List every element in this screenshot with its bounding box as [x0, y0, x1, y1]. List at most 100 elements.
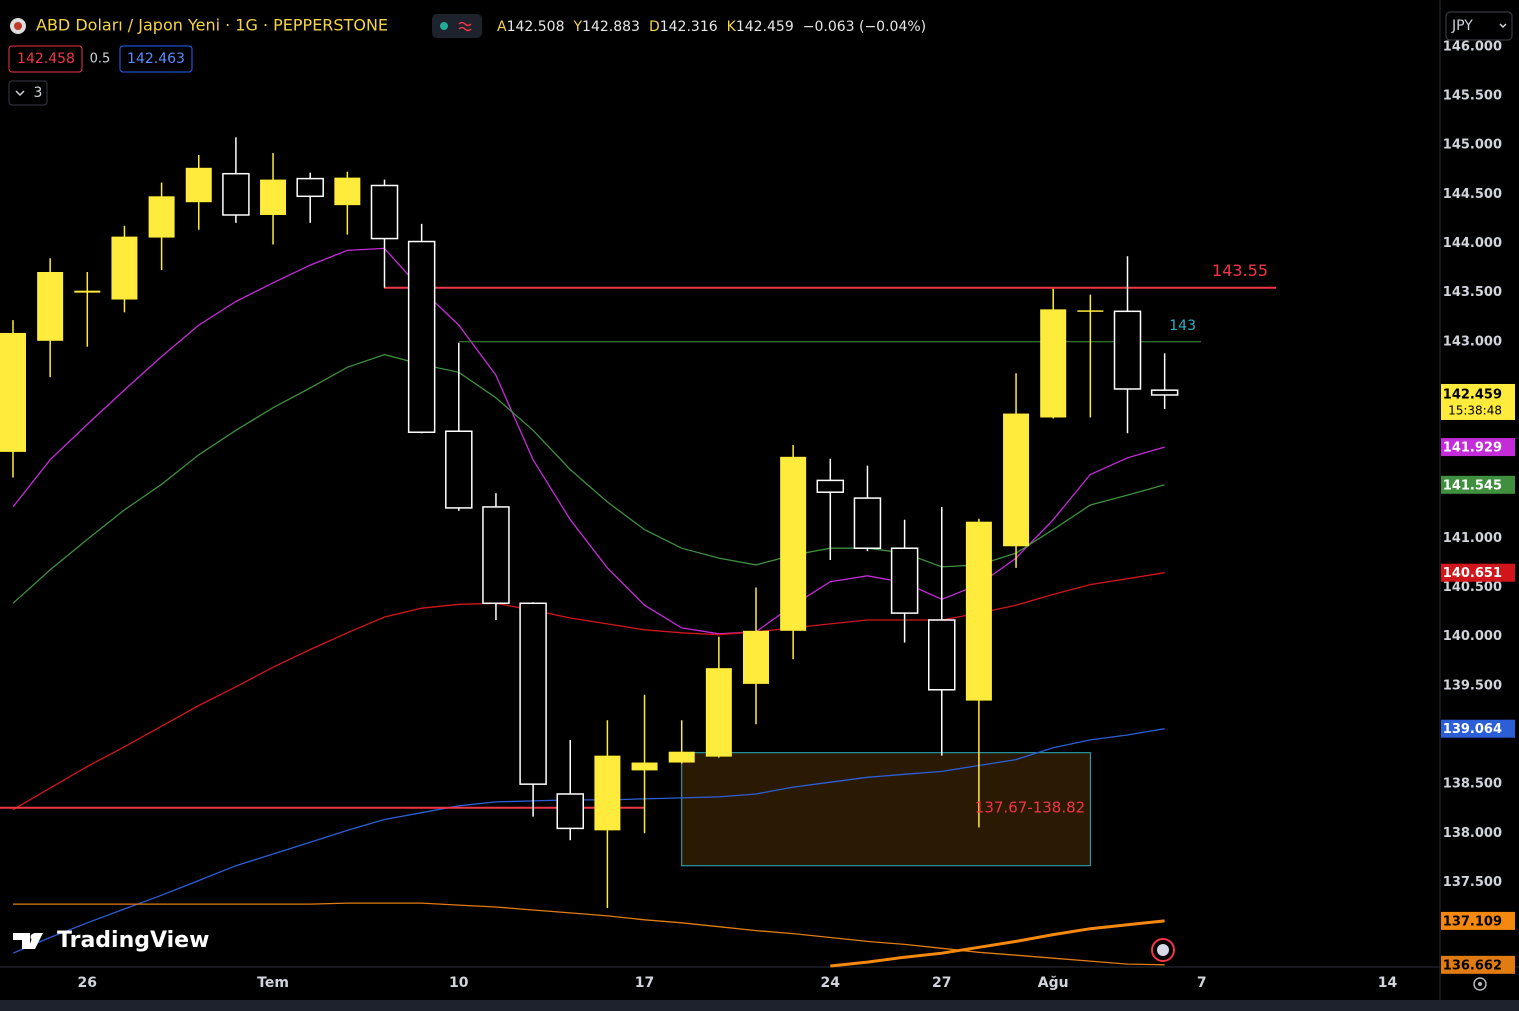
candle-body — [1040, 309, 1067, 418]
candle-body — [407, 240, 436, 433]
y-tick-label: 140.500 — [1443, 580, 1502, 595]
currency-selector[interactable] — [1445, 11, 1513, 41]
candle-body — [74, 290, 101, 293]
x-tick-label: 26 — [78, 975, 97, 991]
countdown-label: 15:38:48 — [1448, 403, 1502, 417]
moving-average — [12, 728, 1165, 954]
candle-body — [853, 497, 882, 549]
ohlc-value: 142.883 — [582, 19, 640, 35]
event-flag-inner — [1157, 944, 1169, 956]
sell-button[interactable] — [8, 45, 83, 73]
candle-body — [743, 630, 769, 684]
currency-chevron — [1499, 23, 1507, 29]
ohlc-label: K — [727, 19, 737, 35]
current-price-badge — [1441, 383, 1515, 420]
zone-box — [681, 752, 1091, 867]
price-badge-label: 139.064 — [1443, 722, 1502, 737]
y-tick-label: 144.500 — [1443, 187, 1502, 202]
candle-body — [222, 172, 250, 216]
symbol-title: ABD Doları / Japon Yeni · 1G · PEPPERSTO… — [36, 16, 388, 35]
buy-button[interactable] — [119, 45, 193, 73]
candle-body — [148, 196, 175, 238]
delay-icon — [458, 21, 472, 32]
moving-average — [830, 919, 1165, 968]
candle-body — [482, 506, 510, 605]
candle-body — [1113, 310, 1142, 390]
x-tick-label: 10 — [449, 975, 469, 991]
x-tick-label: 24 — [821, 975, 841, 991]
status-pill[interactable] — [432, 14, 482, 38]
price-badge — [1441, 719, 1515, 738]
y-tick-label: 146.000 — [1443, 39, 1502, 54]
y-tick-label: 139.500 — [1443, 678, 1502, 693]
candle-body — [1003, 413, 1030, 547]
y-tick-label: 145.500 — [1443, 89, 1502, 104]
ohlc-label: D — [649, 19, 660, 35]
candle-body — [260, 179, 287, 215]
candle-body — [668, 751, 695, 763]
price-badge — [1441, 911, 1515, 930]
candle-body — [556, 793, 584, 830]
price-badge-label: 140.651 — [1443, 566, 1502, 581]
current-price-label: 142.459 — [1443, 387, 1502, 402]
candle-body — [780, 456, 807, 631]
zone-label: 137.67-138.82 — [975, 799, 1085, 817]
y-tick-label: 138.000 — [1443, 826, 1502, 841]
y-tick-label: 145.000 — [1443, 138, 1502, 153]
ohlc-label: Y — [572, 19, 582, 35]
candle-body — [965, 521, 992, 701]
y-tick-label: 137.500 — [1443, 875, 1502, 890]
candle-body — [334, 177, 361, 206]
settings-icon[interactable] — [1473, 977, 1487, 991]
settings-icon-dot — [1478, 982, 1482, 986]
x-tick-label: Ağu — [1038, 975, 1069, 991]
price-badge-label: 141.545 — [1443, 478, 1502, 493]
bid-price: 142.458 — [17, 51, 75, 67]
candle-body — [445, 430, 473, 509]
candle-body — [631, 762, 658, 771]
y-tick-label: 141.000 — [1443, 531, 1502, 546]
price-badge-label: 136.662 — [1443, 958, 1502, 973]
indicator-count: 3 — [34, 85, 43, 101]
moving-average — [13, 902, 1165, 966]
candle-body — [1077, 310, 1104, 312]
price-badge — [1441, 563, 1515, 582]
x-tick-label: Tem — [257, 975, 289, 991]
price-badge — [1441, 438, 1515, 457]
bottom-bar — [0, 1000, 1519, 1011]
watermark: TradingView — [57, 928, 209, 953]
x-tick-label: 27 — [932, 975, 951, 991]
y-tick-label: 144.000 — [1443, 236, 1502, 251]
candle-body — [594, 755, 621, 831]
ohlc-value: 142.508 — [507, 19, 565, 35]
symbol-flag-dot — [14, 22, 22, 30]
candle-body — [0, 332, 26, 452]
ohlc-change: −0.063 (−0.04%) — [803, 19, 926, 35]
candle-body — [296, 177, 324, 198]
candle-body — [1150, 389, 1179, 396]
market-open-dot — [440, 22, 448, 30]
candle-body — [519, 602, 547, 785]
price-badge — [1441, 955, 1515, 974]
candle-body — [185, 167, 212, 203]
ohlc-values: A142.508 Y142.883 D142.316 K142.459 −0.063 (… — [497, 19, 926, 35]
price-badge-label: 141.929 — [1443, 441, 1502, 456]
level-label: 143.55 — [1212, 261, 1268, 280]
indicators-toggle[interactable] — [8, 80, 48, 106]
x-tick-label: 7 — [1197, 975, 1207, 991]
price-badge — [1441, 475, 1515, 494]
candle-body — [705, 668, 732, 757]
candle-body — [890, 547, 919, 614]
candle-body — [37, 271, 64, 341]
ohlc-label: A — [497, 19, 507, 35]
y-tick-label: 140.000 — [1443, 629, 1502, 644]
x-tick-label: 14 — [1378, 975, 1398, 991]
ohlc-value: 142.459 — [736, 19, 794, 35]
spread: 0.5 — [90, 52, 111, 67]
x-tick-label: 17 — [635, 975, 654, 991]
ask-price: 142.463 — [127, 51, 185, 67]
candle-body — [928, 619, 956, 691]
y-tick-label: 143.500 — [1443, 285, 1502, 300]
